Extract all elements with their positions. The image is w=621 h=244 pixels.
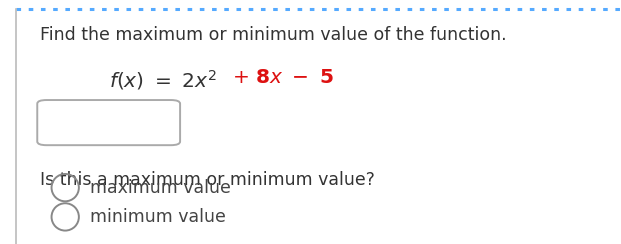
- Text: Find the maximum or minimum value of the function.: Find the maximum or minimum value of the…: [40, 26, 507, 44]
- Text: $+\ \mathbf{8}\mathit{x}\ -\ \mathbf{5}$: $+\ \mathbf{8}\mathit{x}\ -\ \mathbf{5}$: [232, 68, 333, 87]
- Text: minimum value: minimum value: [90, 208, 226, 226]
- FancyBboxPatch shape: [37, 100, 180, 145]
- Text: Is this a maximum or minimum value?: Is this a maximum or minimum value?: [40, 171, 375, 189]
- Text: maximum value: maximum value: [90, 179, 231, 197]
- Text: $\mathit{f}(\mathit{x})\ =\ 2\mathit{x}^2$: $\mathit{f}(\mathit{x})\ =\ 2\mathit{x}^…: [109, 68, 216, 92]
